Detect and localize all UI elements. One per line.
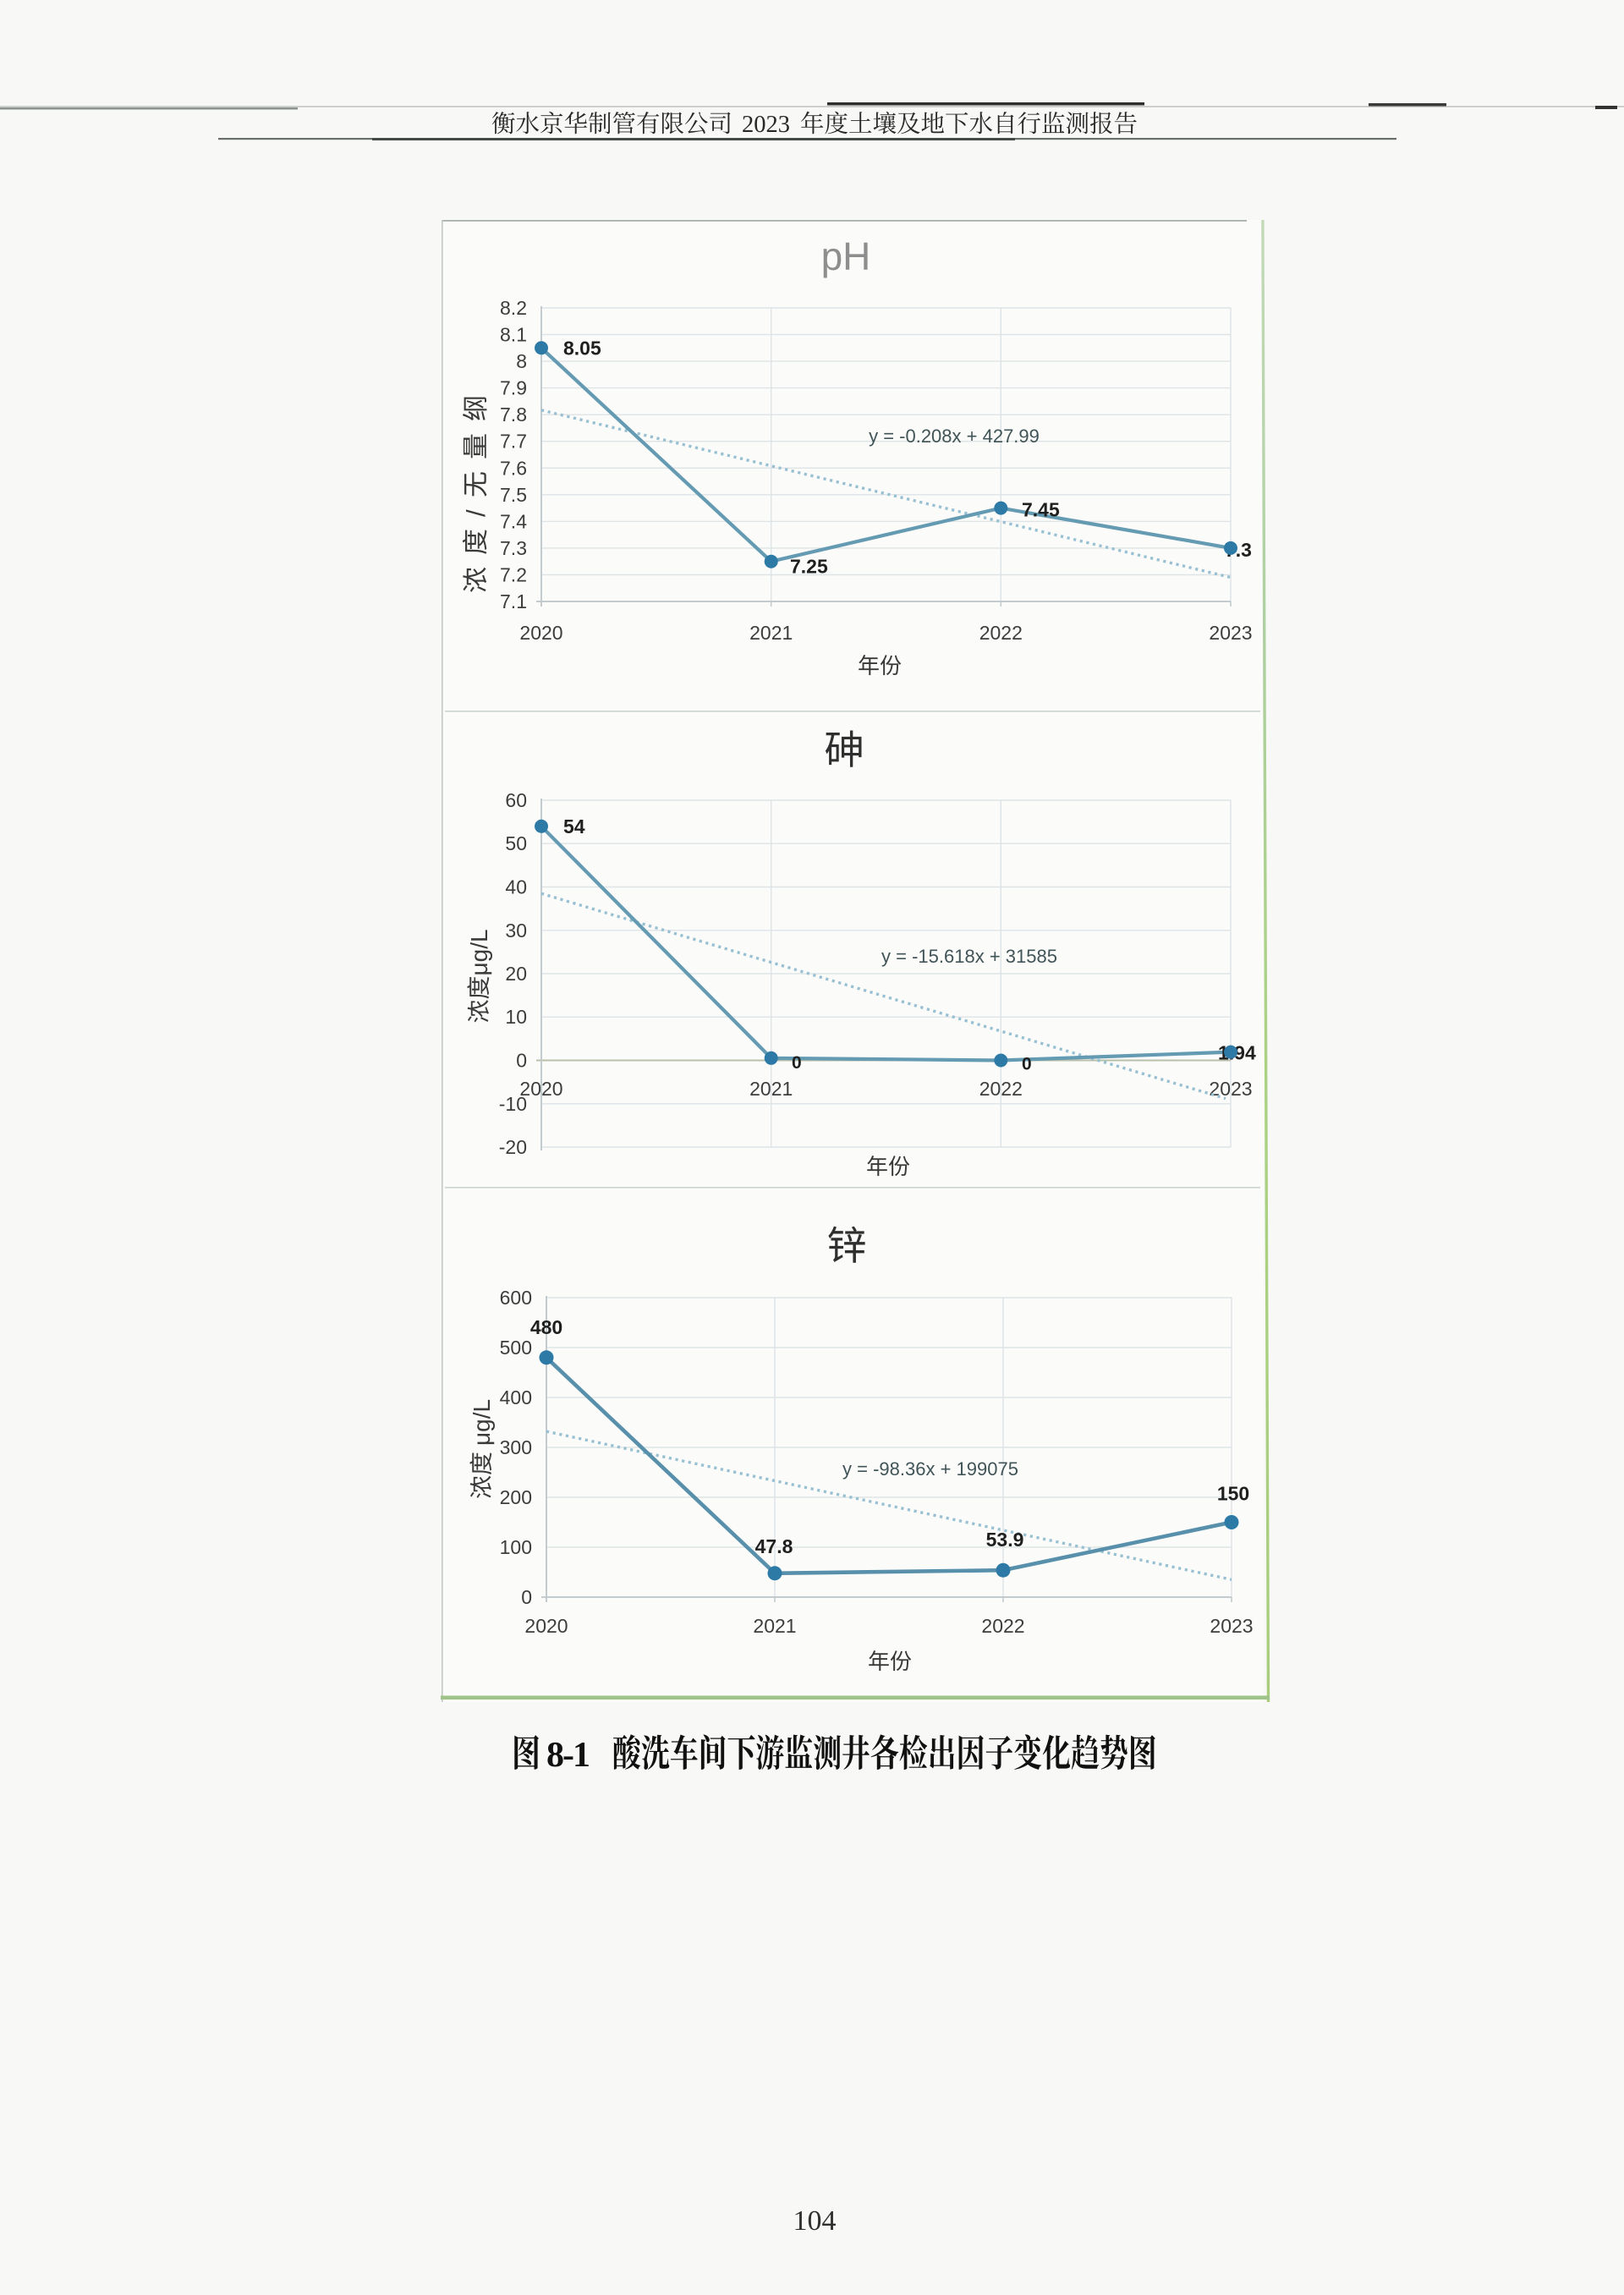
svg-text:53.9: 53.9 [986,1529,1024,1551]
svg-text:2022: 2022 [981,1615,1024,1637]
svg-text:pH: pH [821,234,871,278]
svg-text:10: 10 [505,1006,527,1028]
svg-text:7.5: 7.5 [500,484,527,506]
svg-text:150: 150 [1217,1483,1249,1505]
svg-text:7.4: 7.4 [500,510,527,532]
svg-text:7.3: 7.3 [500,537,527,559]
svg-text:7.1: 7.1 [500,590,527,612]
svg-text:2023: 2023 [1209,1078,1252,1100]
svg-text:50: 50 [505,832,527,854]
svg-text:500: 500 [500,1337,532,1359]
svg-text:0: 0 [516,1050,527,1072]
svg-text:40: 40 [505,876,527,898]
svg-text:60: 60 [505,789,527,811]
svg-text:2021: 2021 [749,1078,793,1100]
svg-text:30: 30 [505,920,527,942]
svg-text:7.45: 7.45 [1022,499,1060,521]
svg-text:480: 480 [530,1316,562,1338]
svg-text:400: 400 [500,1386,532,1408]
svg-text:8: 8 [516,350,527,372]
svg-text:2022: 2022 [979,622,1023,644]
svg-text:/: / [461,509,491,517]
svg-text:0: 0 [521,1586,532,1608]
svg-text:7.9: 7.9 [500,377,527,399]
svg-text:47.8: 47.8 [755,1535,793,1557]
svg-text:0: 0 [792,1053,802,1073]
svg-text:7.2: 7.2 [500,564,527,586]
svg-text:8.1: 8.1 [500,324,527,346]
svg-text:54: 54 [563,815,585,837]
svg-text:100: 100 [500,1536,532,1558]
svg-text:μg/L: μg/L [466,929,492,975]
svg-text:8.05: 8.05 [563,337,601,359]
svg-text:2021: 2021 [749,622,793,644]
svg-text:104: 104 [793,2205,837,2237]
svg-text:7.6: 7.6 [500,457,527,479]
svg-text:2020: 2020 [519,622,562,644]
svg-text:8-1: 8-1 [546,1736,589,1775]
svg-text:7.25: 7.25 [790,556,828,578]
svg-text:2023: 2023 [1210,1615,1253,1637]
svg-text:2023: 2023 [742,112,790,138]
svg-text:0: 0 [1022,1055,1032,1074]
svg-text:y = -15.618x + 31585: y = -15.618x + 31585 [881,946,1057,967]
svg-text:2021: 2021 [753,1615,796,1637]
svg-text:600: 600 [500,1287,532,1309]
svg-text:2022: 2022 [979,1078,1023,1100]
svg-text:7.8: 7.8 [500,404,527,426]
svg-text:-10: -10 [499,1093,527,1115]
svg-text:2020: 2020 [524,1615,568,1637]
svg-text:y = -0.208x + 427.99: y = -0.208x + 427.99 [869,426,1040,447]
svg-text:μg/L: μg/L [469,1399,495,1446]
svg-text:y = -98.36x + 199075: y = -98.36x + 199075 [842,1458,1018,1480]
svg-text:200: 200 [500,1486,532,1508]
svg-text:2023: 2023 [1209,622,1252,644]
svg-text:8.2: 8.2 [500,297,527,319]
svg-text:300: 300 [500,1436,532,1458]
svg-text:20: 20 [505,963,527,985]
svg-text:2020: 2020 [519,1078,562,1100]
svg-text:-20: -20 [499,1136,527,1158]
svg-text:7.7: 7.7 [500,431,527,453]
